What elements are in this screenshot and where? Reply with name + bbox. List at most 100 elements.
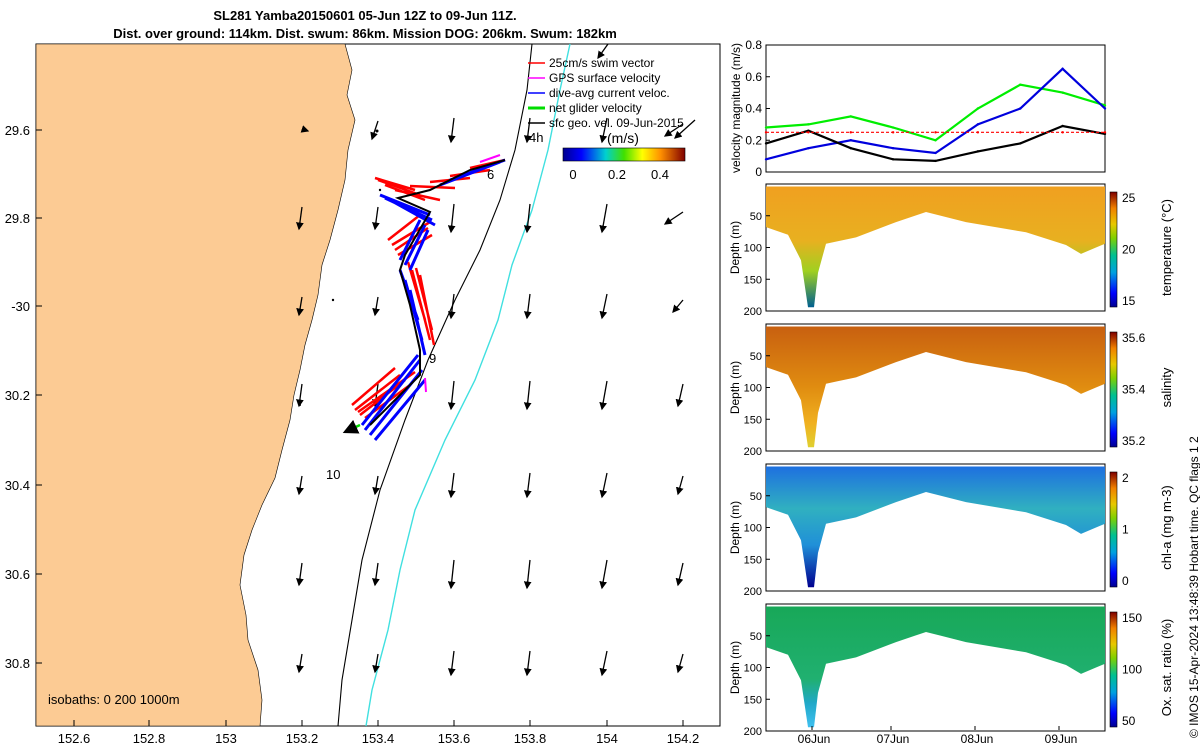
map-x-tick-label: 154.2	[667, 731, 700, 746]
panel-variable-label: temperature (°C)	[1159, 199, 1174, 296]
map-y-tick-label: 30.2	[5, 388, 30, 403]
sfc-vel-arrow	[674, 119, 696, 139]
depth-tick-label: 150	[744, 554, 762, 566]
gps-surface-velocity	[424, 154, 501, 393]
colorbar-tick: 0.2	[608, 167, 626, 182]
map-x-tick-label: 152.8	[133, 731, 166, 746]
map-y-tick-label: 30.8	[5, 656, 30, 671]
velocity-point	[891, 131, 895, 134]
depth-tick-label: 100	[744, 523, 762, 535]
sfc-vel-arrow	[300, 125, 310, 133]
colorbar-tick-label: 25	[1122, 191, 1136, 205]
legend-label: GPS surface velocity	[549, 71, 660, 85]
sfc-vel-arrow	[372, 206, 380, 231]
net-glider-velocity	[342, 419, 361, 434]
island	[375, 129, 379, 133]
map-x-tick-label: 153.4	[362, 731, 395, 746]
sfc-vel-arrow	[370, 120, 379, 141]
sfc-vel-arrow	[523, 293, 532, 320]
track-label-9: 9	[429, 351, 436, 366]
depth-tick-label: 100	[744, 663, 762, 675]
sfc-vel-arrow	[599, 559, 608, 590]
depth-tick-label: 200	[744, 306, 762, 318]
depth-axis-label: Depth (m)	[728, 501, 742, 554]
sfc-vel-arrow	[523, 559, 532, 590]
velocity-point	[849, 139, 852, 142]
panel-variable-label: salinity	[1159, 367, 1174, 407]
sfc-vel-arrow	[599, 117, 608, 144]
sfc-vel-arrow	[372, 653, 380, 674]
depth-tick-label: 50	[750, 631, 762, 643]
velocity-y-tick-label: 0.8	[745, 38, 762, 52]
velocity-y-tick-label: 0.4	[745, 102, 762, 116]
glider-track	[369, 159, 506, 426]
sfc-vel-arrow	[447, 117, 456, 144]
sfc-vel-arrow	[523, 117, 532, 144]
velocity-point	[849, 146, 852, 150]
sfc-vel-arrow	[599, 650, 608, 677]
sfc-vel-arrow	[523, 650, 532, 677]
velocity-point	[891, 126, 895, 129]
depth-tick-label: 50	[750, 351, 762, 363]
map-y-tick-label: 29.6	[5, 123, 30, 138]
velocity-point	[1103, 104, 1107, 107]
colorbar-tick: 0.4	[651, 167, 669, 182]
colorbar-tick-label: 35.2	[1122, 434, 1146, 448]
depth-tick-label: 100	[744, 383, 762, 395]
depth-tick-label: 50	[750, 491, 762, 503]
isobaths-legend: isobaths: 0 200 1000m	[48, 692, 180, 707]
velocity-point	[891, 158, 895, 161]
sfc-vel-arrow	[675, 562, 684, 587]
velocity-point	[891, 146, 895, 150]
colorbar-tick-label: 2	[1122, 471, 1129, 485]
sfc-vel-arrow	[675, 383, 684, 408]
profile-panel: 50 100 150 200 Depth (m) 25 20 15 temperature (°…	[728, 183, 1174, 318]
sfc-vel-arrow	[675, 653, 684, 674]
velocity-magnitude-chart: 0 0.2 0.4 0.6 0.8 velocity magnitude (m/s)	[729, 38, 1107, 179]
velocity-point	[1061, 131, 1064, 134]
velocity-point	[1061, 91, 1064, 94]
panel-colorbar	[1109, 471, 1118, 588]
colorbar-tick-label: 0	[1122, 574, 1129, 588]
depth-axis-label: Depth (m)	[728, 361, 742, 414]
velocity-y-label: velocity magnitude (m/s)	[729, 43, 743, 173]
island	[331, 298, 335, 302]
sfc-vel-arrow	[447, 559, 456, 590]
profile-panel: 50 100 150 200 Depth (m) 2 1 0 chl-a (mg m-3)	[728, 463, 1174, 598]
sfc-vel-arrow	[599, 203, 608, 234]
colorbar-tick-label: 1	[1122, 523, 1129, 537]
velocity-point	[807, 146, 810, 150]
velocity-y-tick-label: 0.2	[745, 133, 762, 147]
depth-axis-label: Depth (m)	[728, 641, 742, 694]
isobath-200m	[337, 43, 533, 727]
sfc-vel-arrow	[447, 203, 456, 234]
legend-label: sfc geo. vel. 09-Jun-2015	[549, 116, 684, 130]
depth-tick-label: 200	[744, 446, 762, 458]
sfc-vel-arrow	[372, 296, 380, 317]
legend-label: dive-avg current veloc.	[549, 86, 670, 100]
velocity-point	[976, 131, 980, 134]
legend-label: 25cm/s swim vector	[549, 56, 654, 70]
speed-colorbar	[562, 147, 686, 162]
island	[378, 188, 382, 192]
colorbar-tick: 0	[569, 167, 576, 182]
sfc-vel-arrow	[597, 43, 609, 60]
velocity-point	[976, 150, 980, 153]
velocity-point	[1103, 107, 1107, 110]
velocity-y-tick-label: 0.6	[745, 70, 762, 84]
depth-tick-label: 150	[744, 694, 762, 706]
sfc-vel-arrow	[523, 472, 532, 499]
colorbar-tick-label: 35.6	[1122, 331, 1146, 345]
velocity-y-tick-label: 0	[755, 165, 762, 179]
sfc-vel-arrow	[296, 475, 304, 496]
sfc-vel-arrow	[599, 472, 608, 499]
depth-axis-label: Depth (m)	[728, 221, 742, 274]
sfc-vel-arrow	[296, 296, 304, 317]
depth-tick-label: 100	[744, 243, 762, 255]
time-tick-label: 06Jun	[798, 732, 831, 746]
depth-tick-label: 200	[744, 586, 762, 598]
sfc-vel-arrow	[372, 562, 380, 587]
depth-tick-label: 50	[750, 211, 762, 223]
velocity-point	[934, 139, 937, 142]
